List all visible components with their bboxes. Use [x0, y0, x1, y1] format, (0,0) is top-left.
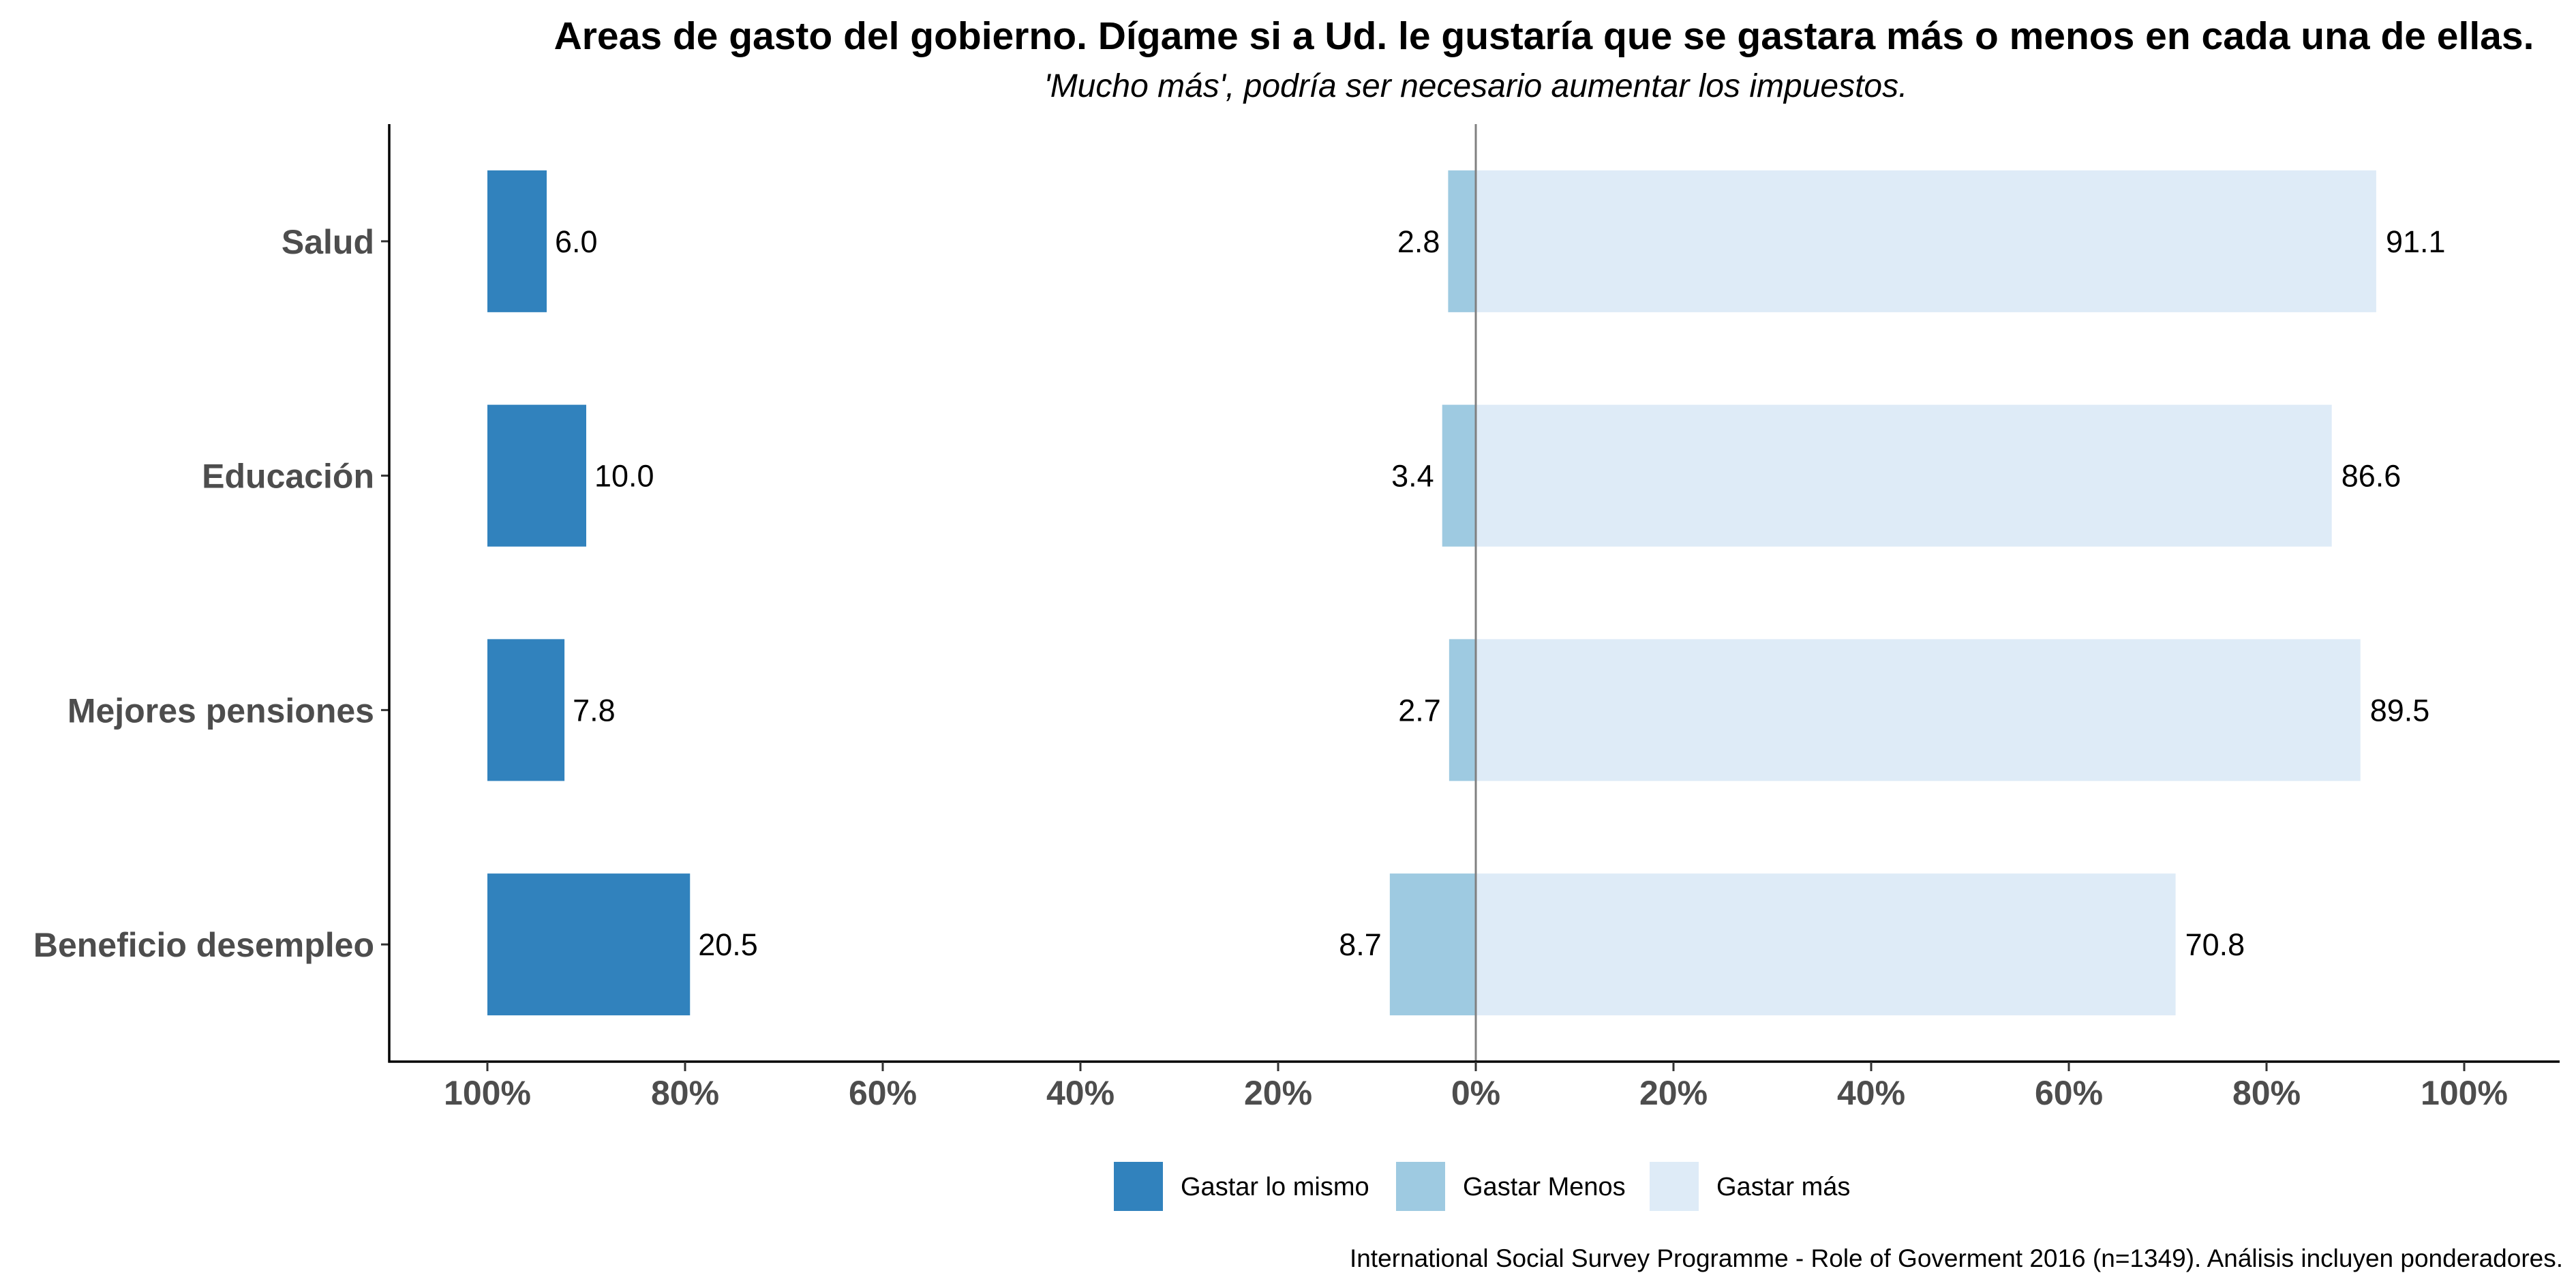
- axis-layer: Salud Educación Mejores pensiones Beneficio…: [33, 124, 2560, 1112]
- data-label-gastar-mas: 91.1: [2386, 224, 2446, 259]
- x-tick-label: 40%: [1046, 1074, 1115, 1112]
- category-label: Educación: [202, 458, 374, 496]
- data-label-gastar-menos: 2.8: [1397, 224, 1440, 259]
- x-tick-label: 100%: [444, 1074, 531, 1112]
- category-label: Mejores pensiones: [67, 691, 374, 730]
- data-label-gastar-mas: 86.6: [2342, 459, 2401, 494]
- legend-key: [1396, 1162, 1445, 1211]
- x-tick-label: 40%: [1837, 1074, 1905, 1112]
- bar-gastar-menos: [1448, 170, 1476, 312]
- data-label-gastar-lo-mismo: 7.8: [573, 693, 616, 728]
- data-label-gastar-menos: 8.7: [1339, 927, 1382, 962]
- data-label-gastar-lo-mismo: 10.0: [594, 459, 654, 494]
- bar-gastar-menos: [1449, 639, 1476, 781]
- data-label-gastar-menos: 3.4: [1391, 459, 1434, 494]
- x-tick-label: 100%: [2421, 1074, 2508, 1112]
- bar-gastar-menos: [1442, 404, 1476, 547]
- data-label-gastar-mas: 89.5: [2370, 693, 2430, 728]
- legend-label: Gastar más: [1716, 1173, 1850, 1201]
- category-label: Beneficio desempleo: [33, 926, 374, 964]
- x-tick-label: 80%: [2232, 1074, 2301, 1112]
- chart-subtitle: 'Mucho más', podría ser necesario aument…: [1044, 68, 1908, 104]
- bar-gastar-mas: [1476, 639, 2361, 781]
- data-label-gastar-lo-mismo: 6.0: [555, 224, 598, 259]
- x-tick-label: 20%: [1639, 1074, 1708, 1112]
- data-label-gastar-mas: 70.8: [2185, 927, 2245, 962]
- legend-key: [1650, 1162, 1699, 1211]
- bar-gastar-mas: [1476, 873, 2176, 1016]
- bar-gastar-lo-mismo: [487, 404, 586, 547]
- bar-gastar-lo-mismo: [487, 873, 691, 1016]
- bar-gastar-mas: [1476, 404, 2332, 547]
- chart-caption: International Social Survey Programme - …: [1350, 1244, 2563, 1272]
- bar-gastar-mas: [1476, 170, 2376, 312]
- x-tick-label: 60%: [849, 1074, 917, 1112]
- bar-gastar-menos: [1389, 873, 1476, 1016]
- data-label-gastar-lo-mismo: 20.5: [698, 927, 758, 962]
- bar-gastar-lo-mismo: [487, 170, 547, 312]
- x-tick-label: 0%: [1451, 1074, 1500, 1112]
- bars-layer: 6.0 2.8 91.1 10.0 3.4 86.6 7.8 2.7 89.5 20.5 8.7 70…: [487, 170, 2446, 1016]
- x-tick-label: 60%: [2035, 1074, 2103, 1112]
- bar-gastar-lo-mismo: [487, 639, 565, 781]
- legend-label: Gastar lo mismo: [1181, 1173, 1369, 1201]
- category-label: Salud: [282, 223, 374, 261]
- data-label-gastar-menos: 2.7: [1398, 693, 1441, 728]
- x-tick-label: 20%: [1244, 1074, 1312, 1112]
- legend: Gastar lo mismo Gastar Menos Gastar más: [1114, 1162, 1850, 1211]
- x-tick-label: 80%: [651, 1074, 719, 1112]
- legend-key: [1114, 1162, 1163, 1211]
- chart-title: Areas de gasto del gobierno. Dígame si a…: [554, 14, 2534, 58]
- legend-label: Gastar Menos: [1463, 1173, 1626, 1201]
